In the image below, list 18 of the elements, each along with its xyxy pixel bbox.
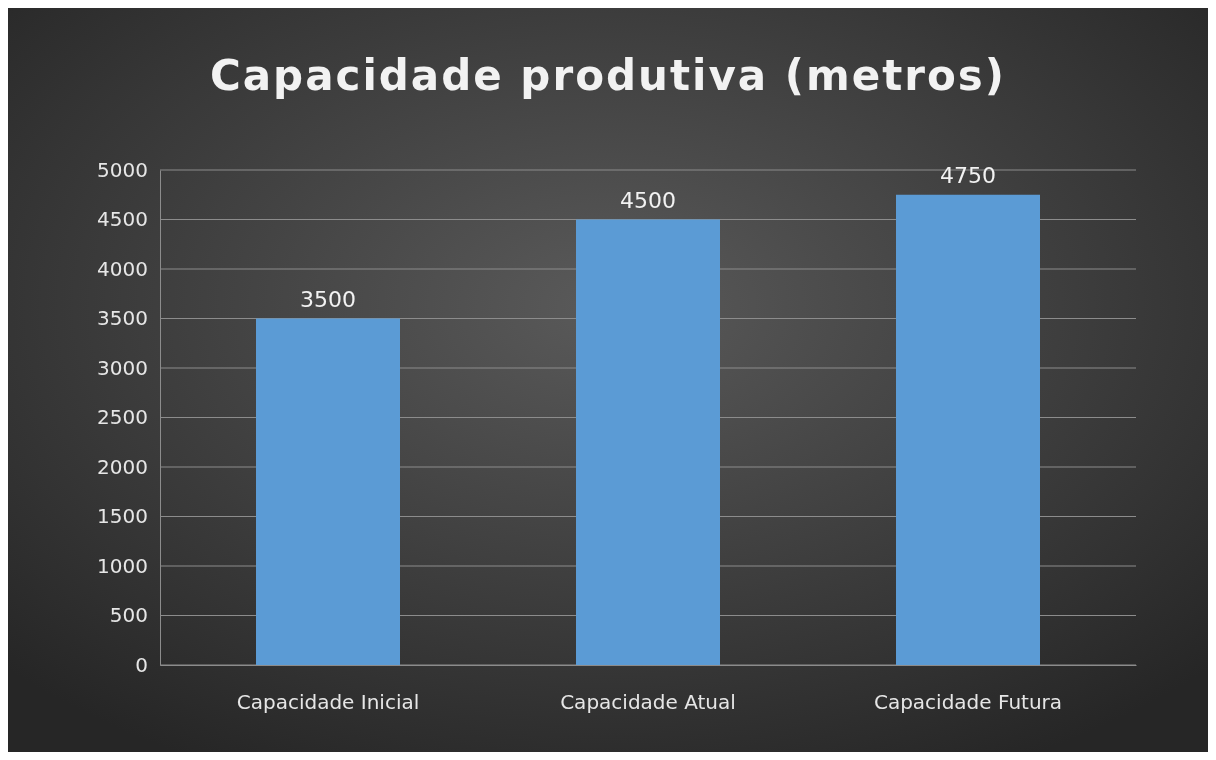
y-tick-label: 3500 <box>97 306 148 331</box>
y-tick-label: 2000 <box>97 454 148 479</box>
data-label: 4750 <box>940 162 996 188</box>
chart-title: Capacidade produtiva (metros) <box>209 51 1007 100</box>
x-tick-label: Capacidade Futura <box>873 690 1063 715</box>
x-tick-label: Capacidade Inicial <box>236 690 420 715</box>
data-label: 3500 <box>300 286 356 312</box>
y-tick-label: 2500 <box>97 405 148 430</box>
y-tick-label: 5000 <box>97 157 148 182</box>
y-tick-label: 0 <box>135 652 148 677</box>
y-tick-label: 3000 <box>97 355 148 380</box>
y-tick-label: 1500 <box>97 504 148 529</box>
data-label: 4500 <box>620 187 676 213</box>
y-tick-label: 500 <box>109 603 148 628</box>
y-tick-label: 1000 <box>97 553 148 578</box>
y-tick-label: 4500 <box>97 207 148 232</box>
y-tick-label: 4000 <box>97 256 148 281</box>
x-tick-label: Capacidade Atual <box>560 690 736 715</box>
